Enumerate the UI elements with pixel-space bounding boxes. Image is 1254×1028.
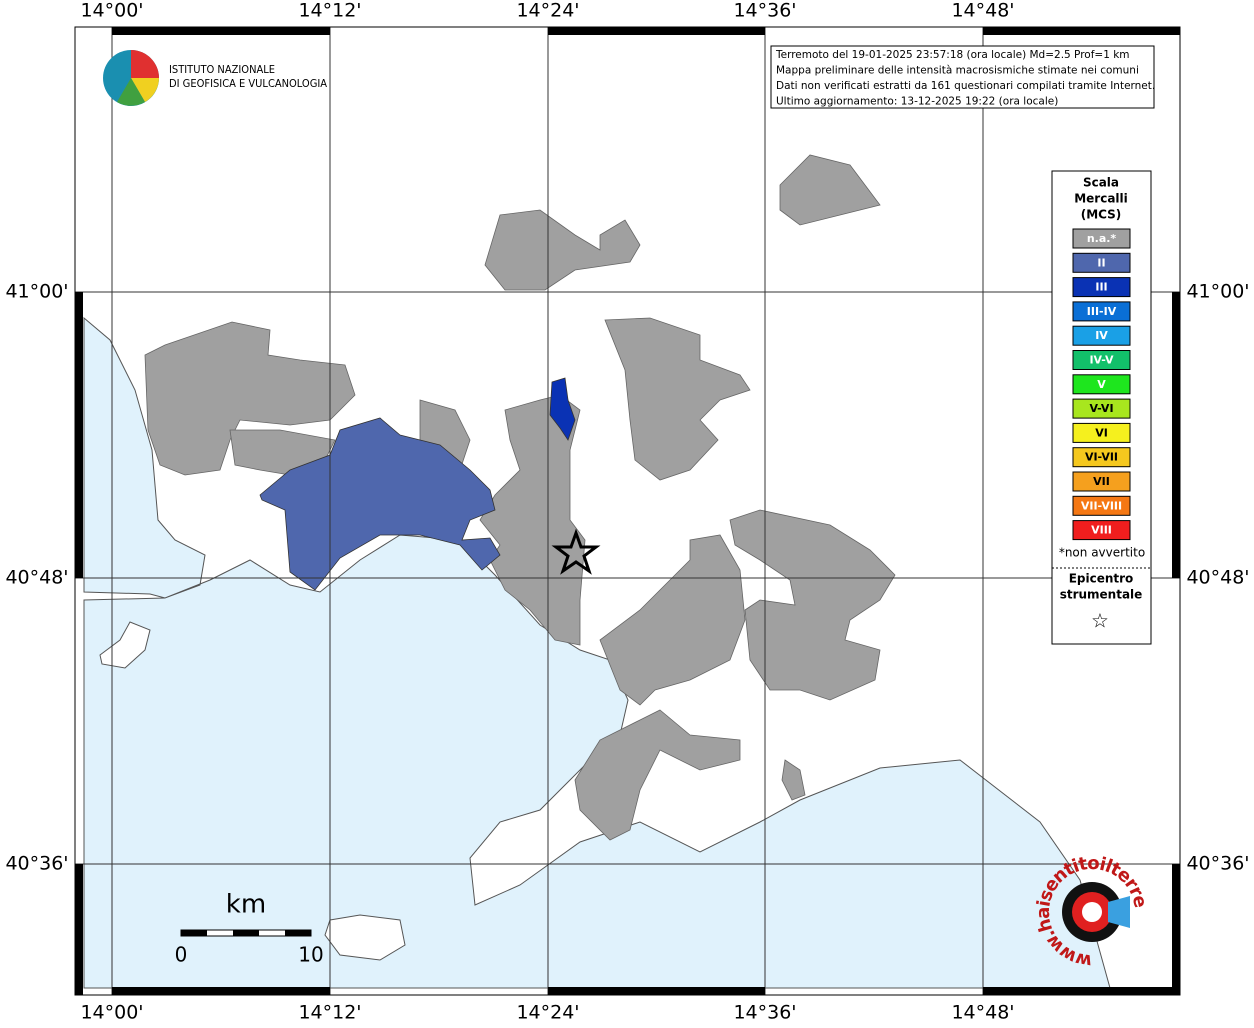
legend-label: VIII <box>1091 524 1112 537</box>
municipality <box>729 509 896 701</box>
lon-label: 14°36' <box>733 0 796 22</box>
lon-label: 14°48' <box>951 0 1014 22</box>
legend-swatch <box>1072 398 1131 419</box>
legend-title: Mercalli <box>1074 192 1128 206</box>
municipality <box>779 154 881 226</box>
legend-epicenter: strumentale <box>1060 588 1143 602</box>
lon-label: 14°24' <box>516 1002 579 1024</box>
municipality <box>479 394 586 646</box>
legend-label: III <box>1095 281 1107 294</box>
lon-label: 14°00' <box>80 0 143 22</box>
info-line: Ultimo aggiornamento: 13-12-2025 19:22 (… <box>776 96 1058 108</box>
legend-swatch <box>1072 325 1131 346</box>
legend-swatch <box>1072 374 1131 395</box>
legend-swatch <box>1072 350 1131 370</box>
logo-text: ISTITUTO NAZIONALE <box>169 63 275 76</box>
lat-label: 40°48' <box>1186 567 1249 589</box>
legend-swatch <box>1072 471 1131 492</box>
lat-label: 40°48' <box>5 567 68 589</box>
lat-label: 41°00' <box>5 281 68 303</box>
legend-note: *non avvertito <box>1059 546 1145 560</box>
legend-label: IV-V <box>1089 354 1114 367</box>
legend-label: V <box>1097 378 1106 391</box>
scale-label: 10 <box>298 943 323 967</box>
lon-label: 14°48' <box>951 1002 1014 1024</box>
legend-epicenter: Epicentro <box>1069 572 1134 586</box>
legend-label: VI-VII <box>1085 451 1118 464</box>
legend-swatch <box>1072 277 1131 298</box>
sea <box>83 316 1111 989</box>
map-border <box>74 26 1181 996</box>
info-line: Terremoto del 19-01-2025 23:57:18 (ora l… <box>775 49 1130 61</box>
scale-bar: km 0 10 <box>175 890 324 967</box>
legend-swatch <box>1072 301 1131 322</box>
legend-label: n.a.* <box>1087 232 1117 245</box>
legend-label: VII-VIII <box>1081 499 1122 512</box>
municipality-intensity-ii <box>259 417 501 591</box>
municipality <box>781 759 806 801</box>
municipality <box>604 317 751 481</box>
lon-label: 14°36' <box>733 1002 796 1024</box>
municipality <box>574 709 741 841</box>
lat-label: 40°36' <box>1186 853 1249 875</box>
lon-label: 14°00' <box>80 1002 143 1024</box>
lon-label: 14°12' <box>298 1002 361 1024</box>
lon-label: 14°24' <box>516 0 579 22</box>
info-box <box>770 45 1155 109</box>
logo-text: DI GEOFISICA E VULCANOLOGIA <box>169 77 327 90</box>
legend-swatch <box>1072 520 1131 541</box>
legend-swatch <box>1072 252 1131 273</box>
legend-swatch <box>1072 228 1131 249</box>
legend-swatch <box>1072 495 1131 516</box>
lat-label: 41°00' <box>1186 281 1249 303</box>
ingv-logo: ISTITUTO NAZIONALE DI GEOFISICA E VULCAN… <box>103 50 327 106</box>
legend-title: (MCS) <box>1081 208 1122 222</box>
legend-label: V-VI <box>1089 402 1113 415</box>
legend-label: VII <box>1093 475 1110 488</box>
scale-unit: km <box>226 890 266 920</box>
lon-label: 14°12' <box>298 0 361 22</box>
legend-title: Scala <box>1083 176 1119 190</box>
municipalities-na <box>144 154 896 841</box>
scale-label: 0 <box>175 943 188 967</box>
info-line: Dati non verificati estratti da 161 ques… <box>776 80 1155 92</box>
legend-label: IV <box>1095 329 1108 342</box>
legend-epicenter-symbol: ☆ <box>1091 609 1109 633</box>
epicenter <box>551 528 601 575</box>
legend-label: III-IV <box>1087 305 1117 318</box>
legend: ScalaMercalli(MCS)n.a.*IIIIIIII-IVIVIV-V… <box>1052 176 1151 633</box>
lat-label: 40°36' <box>5 853 68 875</box>
info-line: Mappa preliminare delle intensità macros… <box>776 65 1139 77</box>
graticule <box>75 27 1180 995</box>
island <box>324 914 406 961</box>
municipality-intensity-iii <box>549 377 576 441</box>
axis-labels: 14°00' 14°00' 14°12' 14°12' 14°24' 14°24' 14°3… <box>5 0 1249 1024</box>
legend-label: VI <box>1095 426 1108 439</box>
legend-swatch <box>1072 447 1131 468</box>
legend-label: II <box>1097 256 1105 269</box>
municipality <box>484 209 641 291</box>
legend-swatch <box>1072 422 1131 443</box>
info-text: Terremoto del 19-01-2025 23:57:18 (ora l… <box>775 49 1155 108</box>
